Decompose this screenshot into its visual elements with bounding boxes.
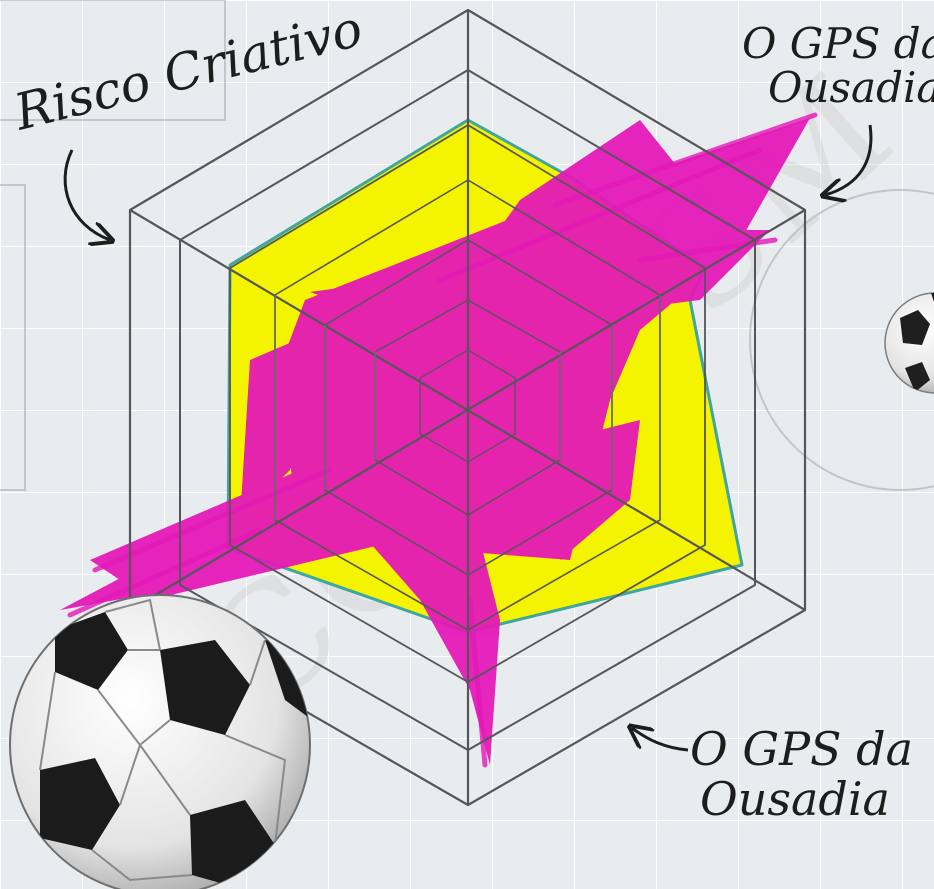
gps-label-bottom-line2: Ousadia xyxy=(700,772,890,826)
gps-label-top-line2: Ousadia xyxy=(768,63,934,112)
curved-arrow-icon xyxy=(825,124,873,195)
magenta-brush-streaks xyxy=(67,112,818,768)
pitch-lines xyxy=(0,0,934,491)
gps-label-bottom-line1: O GPS da xyxy=(690,722,913,776)
soccer-ball-icon xyxy=(884,292,934,394)
curved-arrow-icon xyxy=(63,149,110,240)
gps-label-bottom: O GPS da Ousadia xyxy=(690,722,913,826)
radar-frame-verticals xyxy=(274,295,661,520)
curved-arrow-icon xyxy=(632,728,689,752)
gps-label-top-line1: O GPS da xyxy=(742,19,934,68)
soccer-ball-icon xyxy=(9,594,311,889)
gps-label-top: O GPS da Ousadia xyxy=(742,19,934,112)
